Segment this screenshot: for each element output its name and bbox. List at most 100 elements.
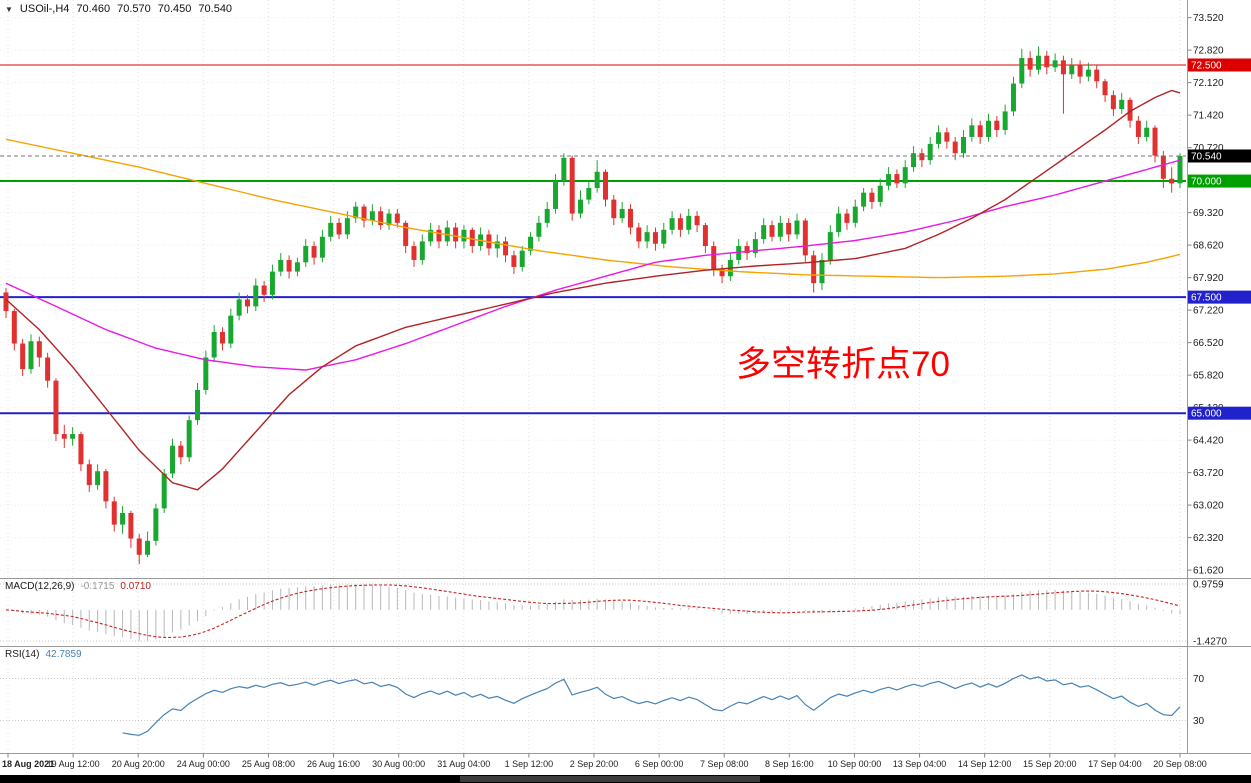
- time-axis-label: 13 Sep 04:00: [893, 759, 947, 769]
- candle-body-down: [411, 246, 417, 260]
- candle: [744, 241, 750, 260]
- candle: [985, 113, 991, 142]
- price-tag-label: 72.500: [1191, 60, 1222, 71]
- candle-body-down: [1110, 95, 1116, 110]
- candle: [652, 227, 658, 251]
- price-axis-label: 67.920: [1193, 273, 1224, 284]
- candle-body-down: [53, 380, 59, 435]
- candle-body-down: [611, 199, 617, 219]
- candle: [1077, 60, 1083, 84]
- candle-body-down: [627, 208, 633, 228]
- candle-body-down: [103, 471, 109, 502]
- candle: [836, 206, 842, 237]
- candle-body-up: [228, 315, 234, 344]
- candle-body-down: [952, 141, 958, 154]
- ohlc-info-bar: ▼ USOil-,H4 70.460 70.570 70.450 70.540: [5, 3, 232, 15]
- candle: [769, 220, 775, 242]
- candle: [752, 232, 758, 258]
- candle: [578, 190, 584, 219]
- candle: [561, 153, 567, 186]
- ma-magenta: [5, 159, 1181, 371]
- price-axis-label: 62.320: [1193, 533, 1224, 544]
- candle-body-up: [927, 143, 933, 161]
- candle: [161, 468, 167, 514]
- time-axis-label: 26 Aug 16:00: [307, 759, 360, 769]
- candle-body-down: [977, 125, 983, 137]
- candle: [553, 174, 559, 214]
- candle-body-up: [253, 285, 259, 307]
- candle: [528, 232, 534, 256]
- candle-body-up: [1035, 55, 1041, 70]
- candle-body-down: [78, 434, 84, 465]
- rsi-line: [122, 674, 1181, 736]
- candle: [294, 257, 300, 277]
- candle-body-up: [278, 259, 284, 272]
- time-axis-label: 19 Aug 12:00: [47, 759, 100, 769]
- time-axis-label: 8 Sep 16:00: [765, 759, 814, 769]
- candle: [61, 424, 67, 449]
- chart-menu-arrow-icon[interactable]: ▼: [5, 4, 13, 14]
- candle-body-down: [244, 299, 250, 307]
- candle: [602, 169, 608, 207]
- candle-body-down: [994, 120, 1000, 130]
- price-gridlines: [0, 0, 1186, 754]
- scrollbar-thumb[interactable]: [460, 776, 760, 782]
- price-axis-label: 63.020: [1193, 501, 1224, 512]
- candle-body-up: [1069, 64, 1075, 75]
- candle-body-down: [1027, 58, 1033, 70]
- candle: [503, 236, 509, 263]
- candle: [369, 204, 375, 226]
- candle-body-up: [827, 232, 833, 260]
- candle-body-up: [419, 241, 425, 260]
- candle-body-up: [461, 229, 467, 242]
- candle-body-down: [1160, 155, 1166, 179]
- candle: [677, 213, 683, 237]
- macd-signal-line: [5, 584, 1181, 638]
- time-axis-label: 14 Sep 12:00: [958, 759, 1012, 769]
- candle: [761, 218, 767, 244]
- candle: [303, 239, 309, 267]
- candle-body-down: [403, 222, 409, 247]
- price-tag-label: 70.540: [1191, 151, 1222, 162]
- price-tag: [1188, 149, 1251, 163]
- candle: [378, 206, 384, 230]
- candle-body-down: [719, 269, 725, 277]
- high-value: 70.570: [117, 3, 151, 15]
- candle-body-up: [861, 192, 867, 207]
- candle-body-up: [911, 153, 917, 168]
- candle: [128, 510, 134, 548]
- candle: [336, 218, 342, 240]
- candle: [1044, 51, 1050, 75]
- candle: [1119, 92, 1125, 114]
- candle-body-down: [61, 434, 67, 439]
- candle-body-down: [311, 246, 317, 258]
- macd-panel: 0.9759 -1.4270: [0, 580, 1227, 648]
- candle: [103, 468, 109, 509]
- candle-body-up: [294, 262, 300, 272]
- candle-body-down: [178, 445, 184, 458]
- candle-body-up: [195, 389, 201, 421]
- candle-body-up: [544, 208, 550, 223]
- candle: [777, 215, 783, 242]
- time-axis-label: 20 Sep 08:00: [1153, 759, 1207, 769]
- candle-body-up: [644, 232, 650, 242]
- price-axis-label: 64.420: [1193, 436, 1224, 447]
- candle-body-up: [428, 229, 434, 242]
- candle: [444, 220, 450, 247]
- candle: [53, 378, 59, 442]
- candle-body-down: [128, 513, 134, 539]
- candle: [1085, 62, 1091, 82]
- candle-body-up: [661, 229, 667, 244]
- candle-body-down: [1127, 99, 1133, 121]
- rsi-name: RSI(14): [5, 649, 40, 660]
- candle-body-down: [1169, 178, 1175, 184]
- macd-indicator-label: MACD(12,26,9) -0.1715 0.0710: [5, 581, 151, 592]
- candle: [619, 201, 625, 223]
- candle-body-down: [744, 246, 750, 254]
- candle: [586, 181, 592, 205]
- horizontal-scrollbar[interactable]: [0, 775, 1251, 783]
- candle-body-up: [902, 167, 908, 184]
- candle-body-down: [944, 132, 950, 142]
